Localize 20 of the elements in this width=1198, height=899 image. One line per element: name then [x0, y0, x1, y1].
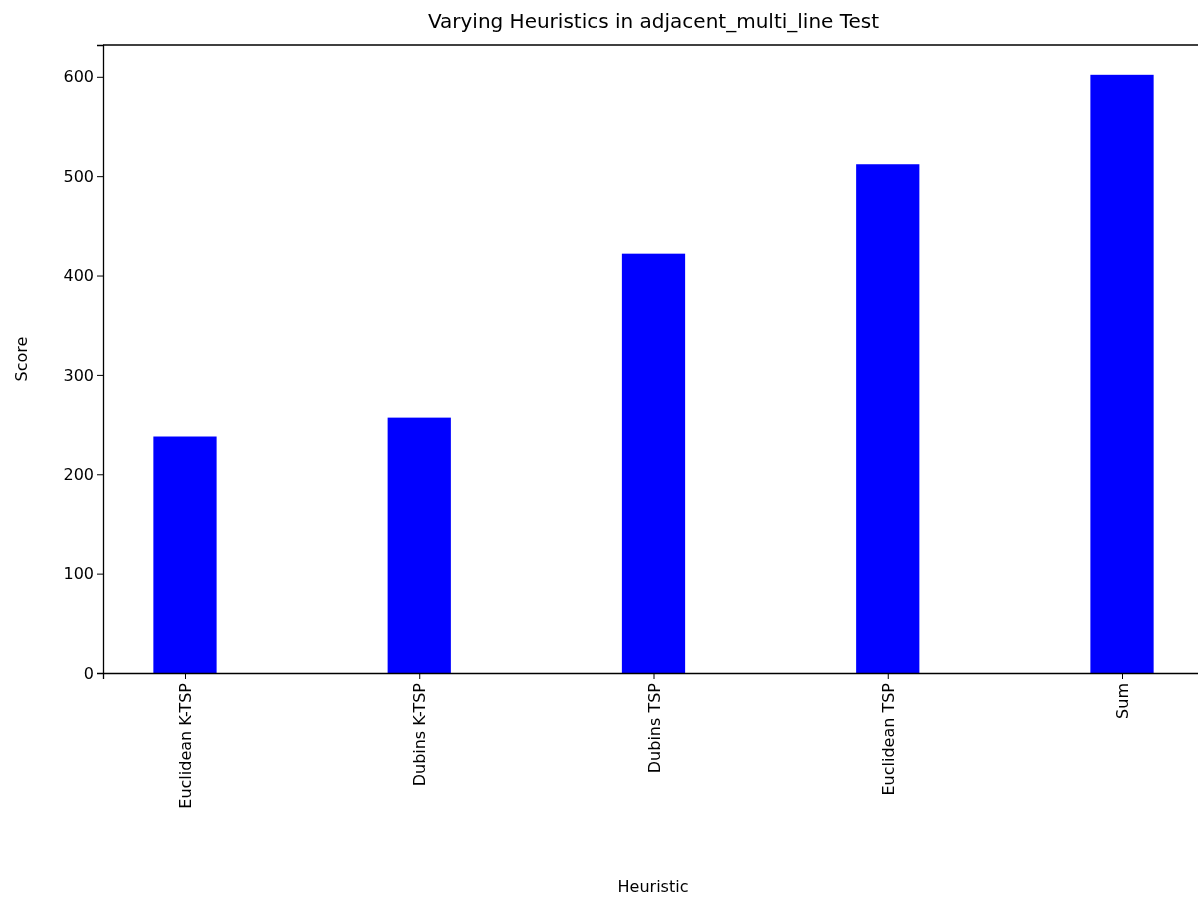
y-tick-label: 600: [63, 67, 94, 87]
x-tick-label: Euclidean K-TSP: [176, 682, 196, 809]
x-tick-label: Sum: [1113, 683, 1133, 719]
x-tick-label: Euclidean TSP: [878, 682, 898, 796]
y-axis-title: Score: [12, 336, 31, 382]
y-tick-label: 200: [63, 464, 94, 484]
bar: [387, 417, 451, 673]
y-tick-label: 400: [63, 266, 94, 286]
x-tick-label: Dubins K-TSP: [410, 682, 430, 787]
chart-title: Varying Heuristics in adjacent_multi_line Test: [427, 9, 880, 33]
y-tick-label: 500: [63, 166, 94, 186]
bar: [1090, 74, 1154, 673]
x-tick-label: Dubins TSP: [644, 682, 664, 774]
x-axis-title: Heuristic: [617, 877, 689, 896]
y-tick-label: 300: [63, 365, 94, 385]
y-tick-label: 100: [63, 564, 94, 584]
bar: [856, 164, 920, 673]
bar: [153, 436, 217, 673]
y-tick-label: 0: [83, 663, 94, 683]
bar: [621, 253, 686, 673]
